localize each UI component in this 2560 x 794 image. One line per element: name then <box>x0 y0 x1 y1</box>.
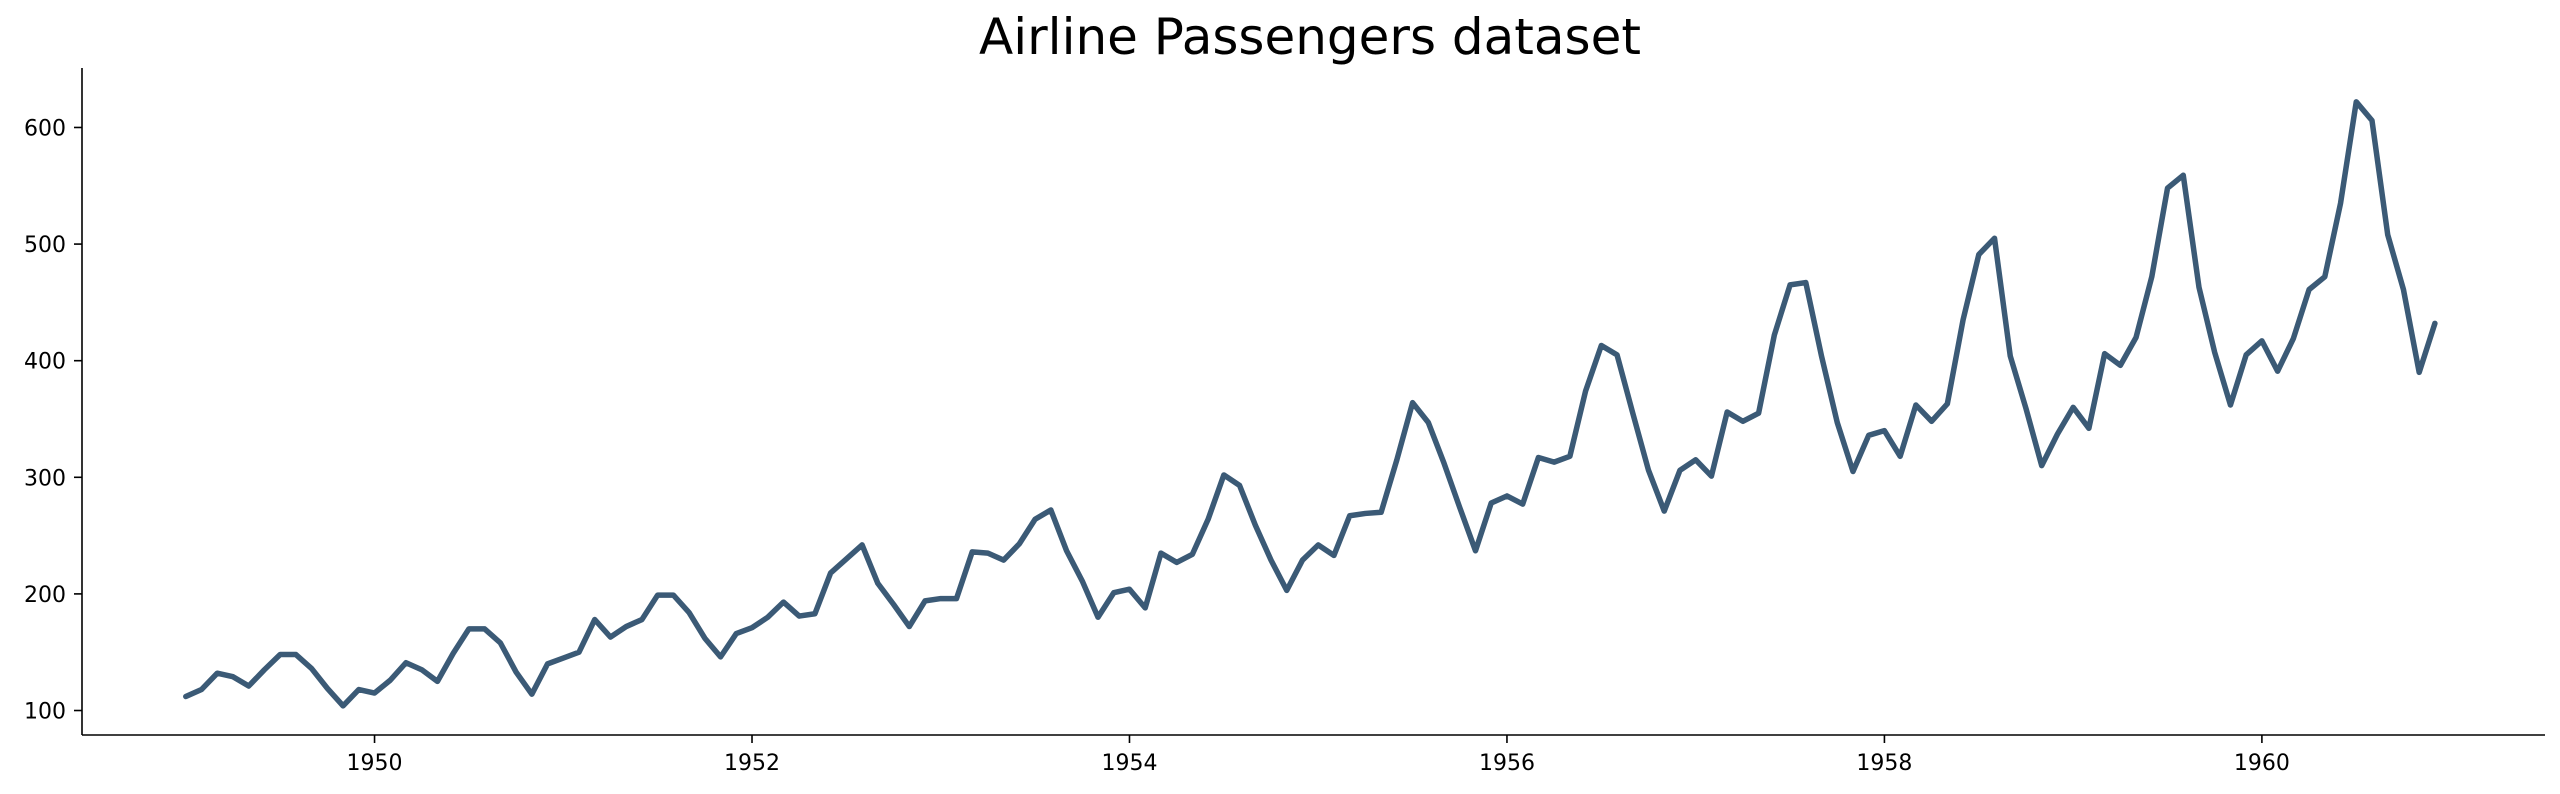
x-axis-ticks: 1950 1952 1954 1956 1958 1960 <box>347 735 2290 776</box>
x-tick-label: 1952 <box>724 751 780 776</box>
x-tick-label: 1956 <box>1479 751 1535 776</box>
y-tick-label: 400 <box>24 350 66 375</box>
y-axis-ticks: 100 200 300 400 500 600 <box>24 116 82 725</box>
series-line <box>183 99 2438 709</box>
y-tick-label: 600 <box>24 116 66 141</box>
series-group <box>183 99 2438 709</box>
y-tick-label: 300 <box>24 466 66 491</box>
y-tick-label: 200 <box>24 583 66 608</box>
y-tick-label: 500 <box>24 233 66 258</box>
axes <box>81 68 2545 736</box>
chart-title: Airline Passengers dataset <box>979 8 1641 66</box>
x-tick-label: 1960 <box>2234 751 2290 776</box>
y-tick-label: 100 <box>24 700 66 725</box>
x-tick-label: 1954 <box>1101 751 1157 776</box>
x-tick-label: 1958 <box>1856 751 1912 776</box>
x-tick-label: 1950 <box>347 751 403 776</box>
